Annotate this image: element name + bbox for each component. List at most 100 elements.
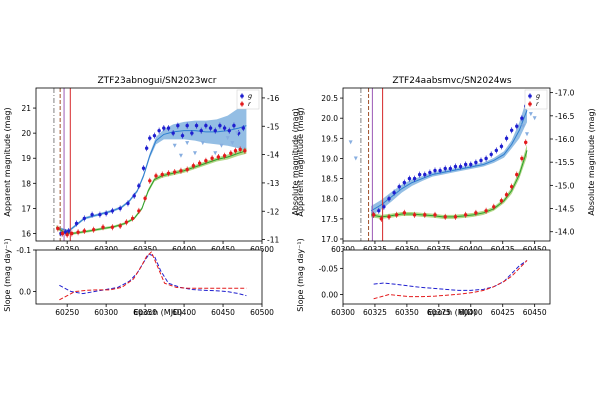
upper-limit-point: [348, 140, 353, 145]
data-point: [377, 209, 381, 213]
x-tick-label: 60300: [331, 308, 355, 317]
data-point: [509, 184, 514, 189]
data-point: [132, 194, 136, 198]
slope-line: [59, 253, 247, 297]
upper-limit-point: [225, 136, 230, 141]
data-point: [208, 126, 213, 130]
data-point: [428, 170, 432, 175]
data-point: [141, 166, 146, 170]
data-point: [204, 123, 208, 128]
data-point: [137, 209, 141, 213]
legend-label: r: [536, 100, 540, 108]
upper-limit-point: [353, 156, 358, 161]
axes-frame: [342, 87, 551, 242]
x-tick-label: 60375: [427, 308, 451, 317]
data-point: [180, 133, 185, 138]
data-point: [484, 209, 488, 213]
data-point: [524, 140, 528, 145]
data-point: [443, 215, 447, 219]
y2-tick-label: -14.0: [555, 228, 575, 237]
data-point: [194, 123, 199, 128]
data-point: [157, 128, 161, 133]
right-bottom-panel: Epoch (MJD) Slope (mag day⁻¹) 60300 60325…: [296, 238, 551, 317]
data-point: [144, 146, 149, 150]
x-tick-label: 60250: [55, 308, 79, 317]
x-tick-label: 60300: [94, 308, 118, 317]
data-point: [479, 158, 483, 163]
x-tick-label: 60325: [363, 308, 387, 317]
data-point: [166, 126, 171, 130]
data-point: [499, 144, 504, 149]
upper-limit-point: [200, 141, 205, 146]
data-point: [243, 149, 247, 153]
x-tick-label: 60450: [523, 245, 547, 254]
data-point: [238, 147, 242, 152]
upper-limit-point: [525, 132, 529, 137]
data-point: [185, 167, 189, 172]
data-point: [60, 231, 65, 236]
data-point: [515, 124, 519, 128]
data-point: [98, 212, 102, 217]
upper-limit-point: [172, 143, 177, 148]
upper-limit-point: [192, 151, 197, 156]
x-tick-label: 60375: [427, 245, 451, 254]
y2-tick-label: -15: [267, 122, 279, 131]
data-point: [387, 215, 391, 219]
x-tick-label: 60450: [211, 308, 235, 317]
data-point: [453, 164, 458, 169]
data-point: [423, 213, 427, 217]
right-xlabel: Epoch (MJD): [428, 308, 477, 317]
left-bottom-plot: 60250 60300 60350 60400 60450 60500 0.0 -0.1: [16, 246, 274, 317]
y-tick-label: 19.5: [321, 134, 338, 143]
left-ylabel: Apparent magnitude (mag): [3, 107, 12, 216]
data-point: [218, 123, 222, 128]
data-point: [504, 192, 509, 197]
y-tick-label: 0.00: [321, 291, 338, 300]
data-point: [504, 136, 509, 141]
y2-tick-label: -17.0: [555, 89, 575, 98]
data-point: [179, 169, 183, 173]
model-band: [59, 100, 247, 233]
right-bottom-plot: 60300 60325 60350 60375 60400 60425 60450 0.00 -…: [319, 249, 551, 317]
data-point: [110, 225, 115, 229]
plot-background: [343, 250, 550, 304]
plot-area: [53, 88, 247, 241]
data-point: [70, 231, 74, 236]
data-point: [104, 211, 108, 216]
left-bottom-panel: Epoch (MJD) Slope (mag day⁻¹) 60250 60300…: [3, 238, 274, 317]
data-point: [67, 229, 71, 233]
x-tick-label: 60400: [459, 245, 483, 254]
x-tick-label: 60350: [133, 308, 157, 317]
upper-limit-point: [532, 116, 537, 121]
y2-tick-label: -12: [267, 207, 279, 216]
data-point: [371, 213, 376, 217]
plot-area: [373, 260, 528, 300]
y-tick-label: 20.0: [321, 114, 338, 123]
data-point: [520, 116, 524, 120]
data-point: [118, 206, 122, 211]
y-tick-label: -0.05: [319, 264, 339, 273]
data-point: [463, 213, 468, 217]
data-point: [453, 215, 458, 219]
data-point: [82, 229, 87, 233]
x-tick-label: 60350: [133, 245, 157, 254]
y2-tick-label: -14.5: [555, 205, 575, 214]
data-point: [469, 162, 473, 167]
data-point: [216, 155, 221, 159]
y-tick-label: -0.1: [16, 246, 31, 255]
data-point: [515, 172, 519, 177]
y-tick-label: 17.0: [321, 235, 338, 244]
y-tick-label: 20.5: [321, 94, 338, 103]
y2-tick-label: -15.0: [555, 181, 575, 190]
right-slope-ylabel: Slope (mag day⁻¹): [296, 238, 305, 311]
data-point: [213, 128, 217, 133]
data-point: [154, 174, 158, 178]
data-point: [82, 216, 87, 221]
data-point: [63, 230, 68, 234]
model-band: [56, 147, 247, 235]
x-tick-label: 60325: [363, 245, 387, 254]
y2-tick-label: -16.5: [555, 112, 575, 121]
left-top-plot: 60250 60300 60350 60400 60450 60500 16 17 18 19 20…: [21, 87, 279, 254]
data-point: [210, 156, 214, 160]
